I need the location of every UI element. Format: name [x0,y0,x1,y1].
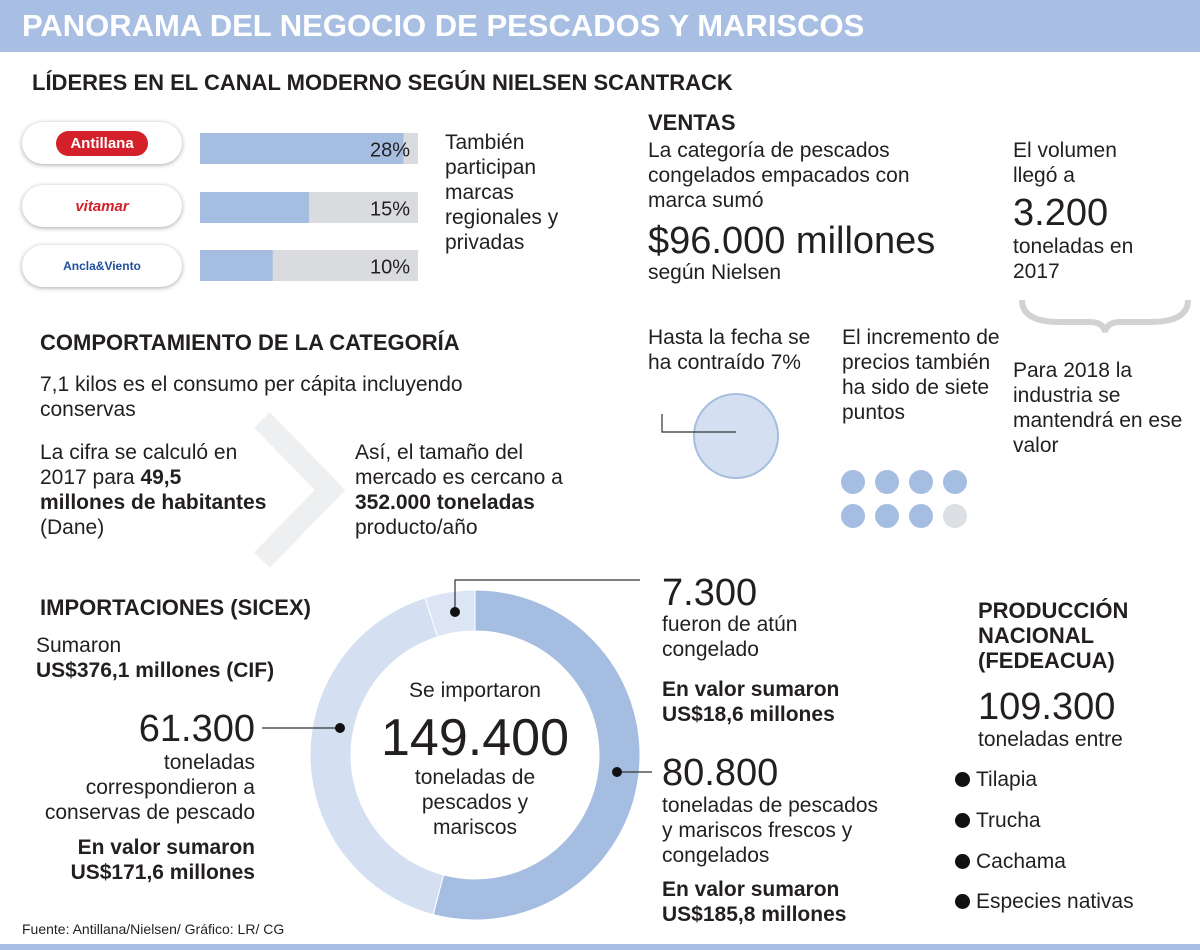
sales-amount: $96.000 millones [648,220,936,262]
section-title: LÍDERES EN EL CANAL MODERNO SEGÚN NIELSE… [32,70,733,95]
sales-source: según Nielsen [648,261,782,284]
volume-text: toneladas en 2017 [1013,235,1134,283]
bar [200,192,309,223]
brand-logo: vitamar [22,185,182,227]
brand-logo: Ancla&Viento [22,245,182,287]
species-name: Tilapia [976,768,1038,791]
note: También participan marcas regionales y p… [445,131,559,254]
section-title: PRODUCCIÓN NACIONAL (FEDEACUA) [978,598,1129,673]
brand-name: Antillana [56,130,148,156]
text: producto/año [355,516,478,539]
volume-text: El volumen llegó a [1013,139,1117,187]
footer-band [0,944,1200,950]
brand-name: vitamar [75,197,129,215]
prices-text: El incremento de precios también ha sido… [842,326,1000,424]
highlight: 49,5 millones de habitantes [40,466,267,514]
section-title: IMPORTACIONES (SICEX) [40,595,311,620]
price-dots [841,470,967,528]
imports-value: US$376,1 millones (CIF) [36,659,275,682]
source: Fuente: Antillana/Nielsen/ Gráfico: LR/ … [22,921,285,937]
value-label: 15% [370,199,410,221]
center-value: 149.400 [381,709,569,767]
segment-label: 61.300 [138,708,255,750]
contraction-text: Hasta la fecha se ha contraído 7% [648,326,811,374]
section-title: VENTAS [648,110,736,135]
center-pre: Se importaron [409,679,541,702]
calc-text: La cifra se calculó en 2017 para 49,5 mi… [40,440,270,540]
segment-desc: fueron de atún congelado [662,613,798,661]
value-label: 28% [370,140,410,162]
segment-desc: toneladas de pescados y mariscos frescos… [662,794,878,867]
header-band [0,0,1200,52]
segment-label: 80.800 [662,752,779,794]
species: Tilapia [955,767,1037,792]
bar [200,250,273,281]
brand-logo: Antillana [22,122,182,164]
value: US$171,6 millones [70,861,255,884]
species: Cachama [955,849,1066,874]
highlight: 352.000 toneladas [355,491,535,514]
bullet [955,894,970,909]
production-value: 109.300 [978,686,1116,728]
sales-text: La categoría de pescados congelados empa… [648,139,910,212]
chevron [254,412,346,568]
species-name: Especies nativas [976,890,1134,913]
segment-desc: toneladas correspondieron a conservas de… [44,751,255,824]
production-desc: toneladas entre [978,728,1123,751]
center-post: toneladas de pescados y mariscos [414,766,536,839]
contraction-circle [693,393,779,479]
text: La cifra se calculó en 2017 para [40,441,238,489]
bullet [955,772,970,787]
connector-dot [335,723,345,733]
page-title: PANORAMA DEL NEGOCIO DE PESCADOS Y MARIS… [22,8,865,43]
value-label: En valor sumaron [662,878,840,901]
per-capita: 7,1 kilos es el consumo per cápita inclu… [40,373,463,421]
donut-hole [351,631,599,879]
connector [454,579,640,612]
species: Especies nativas [955,889,1134,914]
text: Así, el tamaño del mercado es cercano a [355,441,563,489]
connector-dot [450,607,460,617]
species-name: Cachama [976,850,1066,873]
brace [1019,299,1191,333]
connector [661,414,736,433]
section-title: COMPORTAMIENTO DE LA CATEGORÍA [40,330,460,355]
value-label: En valor sumaron [77,836,255,859]
market-text: Así, el tamaño del mercado es cercano a … [355,440,600,540]
text: (Dane) [40,516,105,539]
connector-dot [612,767,622,777]
value-label: En valor sumaron [662,678,840,701]
species-name: Trucha [976,809,1041,832]
value: US$18,6 millones [662,703,835,726]
bar [200,133,404,164]
volume-value: 3.200 [1013,192,1109,234]
bullet [955,813,970,828]
species: Trucha [955,808,1041,833]
forecast: Para 2018 la industria se mantendrá en e… [1013,359,1183,457]
segment-label: 7.300 [662,572,758,614]
imports-label: Sumaron [36,634,122,657]
value-label: 10% [370,257,410,279]
value: US$185,8 millones [662,903,847,926]
bullet [955,854,970,869]
brand-name: Ancla&Viento [63,259,141,273]
